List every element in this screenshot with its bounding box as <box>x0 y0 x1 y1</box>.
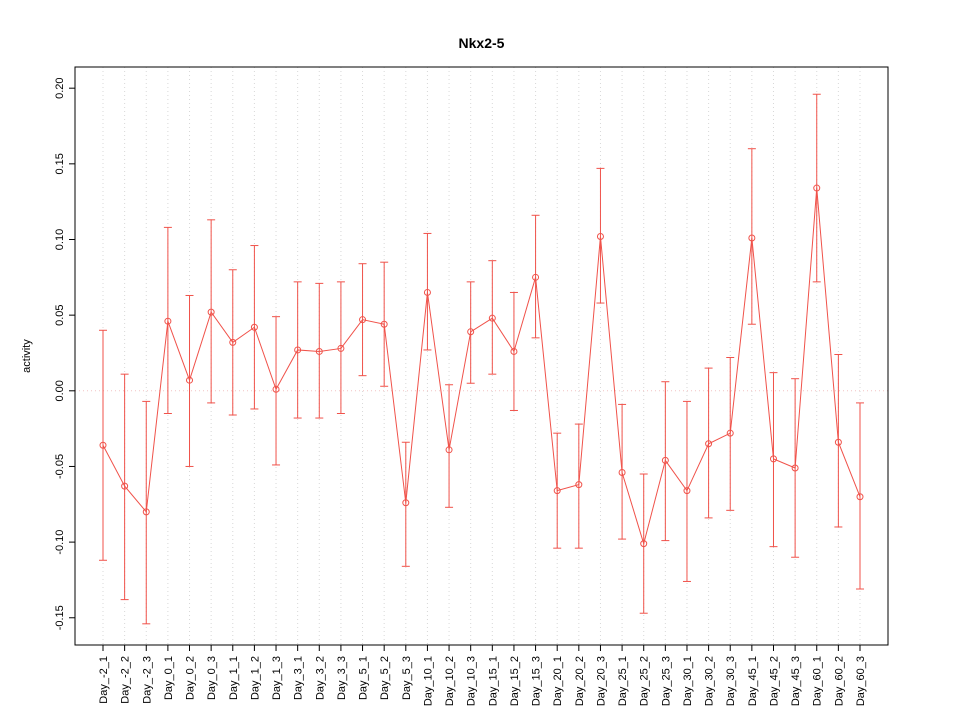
data-point <box>683 487 691 495</box>
data-point <box>640 540 648 548</box>
x-tick-label: Day_10_1 <box>422 656 434 706</box>
data-point <box>856 493 864 501</box>
y-tick-label: 0.15 <box>54 153 66 174</box>
y-tick-label: -0.15 <box>54 605 66 630</box>
x-tick-label: Day_20_3 <box>595 656 607 706</box>
y-tick-label: 0.00 <box>54 380 66 401</box>
data-point <box>359 316 367 324</box>
data-point <box>229 338 237 346</box>
x-tick-label: Day_15_2 <box>509 656 521 706</box>
chart-title: Nkx2-5 <box>458 35 505 51</box>
x-tick-label: Day_10_2 <box>444 656 456 706</box>
x-tick-label: Day_15_1 <box>487 656 499 706</box>
x-tick-label: Day_25_1 <box>617 656 629 706</box>
x-tick-label: Day_60_3 <box>855 656 867 706</box>
data-point <box>510 347 518 355</box>
y-tick-label: 0.10 <box>54 229 66 250</box>
x-tick-label: Day_25_2 <box>639 656 651 706</box>
x-tick-label: Day_1_2 <box>249 656 261 700</box>
x-tick-label: Day_5_2 <box>379 656 391 700</box>
data-point <box>834 438 842 446</box>
data-point <box>661 456 669 464</box>
data-point <box>402 499 410 507</box>
data-point <box>121 482 129 490</box>
x-tick-label: Day_45_1 <box>747 656 759 706</box>
x-tick-label: Day_-2_3 <box>141 656 153 704</box>
x-tick-label: Day_15_3 <box>531 656 543 706</box>
data-point <box>532 273 540 281</box>
x-tick-label: Day_30_1 <box>682 656 694 706</box>
x-tick-label: Day_25_3 <box>660 656 672 706</box>
x-tick-label: Day_-2_1 <box>98 656 110 704</box>
x-tick-label: Day_3_2 <box>314 656 326 700</box>
data-point <box>207 308 215 316</box>
data-point <box>488 314 496 322</box>
data-point <box>186 376 194 384</box>
data-point <box>337 344 345 352</box>
data-point <box>791 464 799 472</box>
y-tick-label: 0.05 <box>54 304 66 325</box>
y-tick-label: 0.20 <box>54 77 66 98</box>
x-tick-label: Day_3_1 <box>293 656 305 700</box>
x-tick-label: Day_60_1 <box>812 656 824 706</box>
data-point <box>445 446 453 454</box>
data-point <box>164 317 172 325</box>
x-tick-label: Day_1_1 <box>228 656 240 700</box>
y-tick-label: -0.05 <box>54 454 66 479</box>
data-point <box>726 429 734 437</box>
data-point <box>294 346 302 354</box>
data-point <box>423 288 431 296</box>
x-tick-label: Day_0_2 <box>185 656 197 700</box>
x-tick-label: Day_0_3 <box>206 656 218 700</box>
x-tick-label: Day_30_2 <box>704 656 716 706</box>
x-tick-label: Day_5_1 <box>358 656 370 700</box>
y-tick-label: -0.10 <box>54 530 66 555</box>
x-tick-label: Day_30_3 <box>725 656 737 706</box>
data-point <box>315 347 323 355</box>
data-point <box>553 487 561 495</box>
data-point <box>142 508 150 516</box>
data-point <box>467 328 475 336</box>
data-point <box>618 469 626 477</box>
x-tick-label: Day_60_2 <box>833 656 845 706</box>
data-point <box>705 440 713 448</box>
data-point <box>596 232 604 240</box>
x-tick-label: Day_20_1 <box>552 656 564 706</box>
x-tick-label: Day_45_3 <box>790 656 802 706</box>
data-point <box>99 441 107 449</box>
x-tick-label: Day_45_2 <box>768 656 780 706</box>
x-tick-label: Day_5_3 <box>401 656 413 700</box>
x-tick-label: Day_1_3 <box>271 656 283 700</box>
data-point <box>813 184 821 192</box>
x-tick-label: Day_10_3 <box>466 656 478 706</box>
x-tick-label: Day_0_1 <box>163 656 175 700</box>
data-point <box>250 323 258 331</box>
data-point <box>575 481 583 489</box>
data-point <box>380 320 388 328</box>
x-tick-label: Day_3_3 <box>336 656 348 700</box>
data-point <box>748 234 756 242</box>
x-tick-label: Day_20_2 <box>574 656 586 706</box>
data-point <box>769 455 777 463</box>
x-tick-label: Day_-2_2 <box>120 656 132 704</box>
series-line <box>102 188 861 546</box>
plot-box <box>74 66 889 646</box>
data-point <box>272 385 280 393</box>
